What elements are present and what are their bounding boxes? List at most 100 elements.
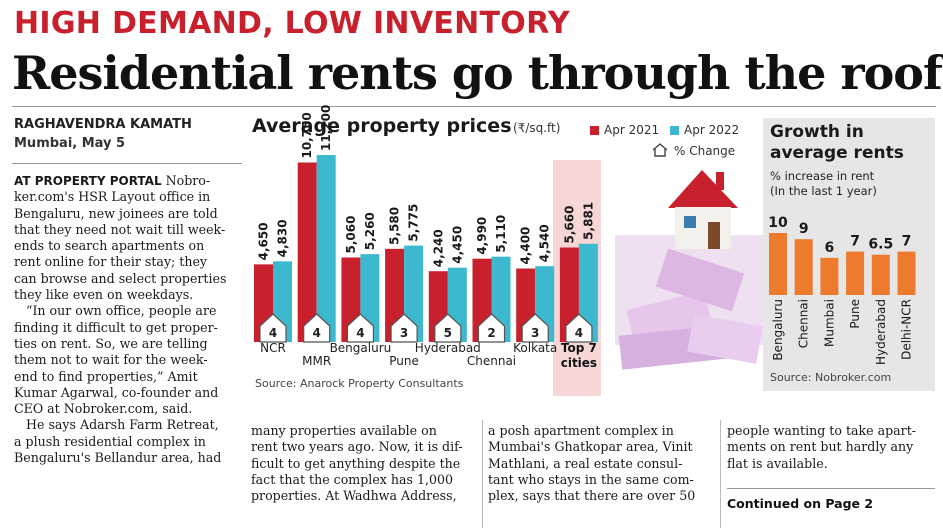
prices-chart-title: Average property prices bbox=[252, 115, 512, 137]
value-label: 4,540 bbox=[538, 224, 552, 262]
value-label: 4,450 bbox=[450, 226, 464, 264]
article-line: Mumbai's Ghatkopar area, Vinit bbox=[488, 439, 693, 455]
continued-rule bbox=[727, 488, 935, 489]
column-divider bbox=[720, 420, 721, 528]
growth-chart-subtitle: % increase in rent (In the last 1 year) bbox=[770, 169, 877, 199]
article-lead-in: AT PROPERTY PORTAL bbox=[14, 174, 162, 188]
pct-change-label: 4 bbox=[269, 326, 277, 340]
house-icon bbox=[652, 143, 668, 157]
article-line: flat is available. bbox=[727, 455, 828, 471]
article-column-3: a posh apartment complex in Mumbai's Ghat… bbox=[488, 423, 716, 504]
article-line: they like even on weekdays. bbox=[14, 287, 194, 303]
article-line: CEO at Nobroker.com, said. bbox=[14, 401, 193, 417]
legend-apr-2021: Apr 2021 bbox=[590, 123, 659, 137]
article-line: Mathlani, a real estate consul- bbox=[488, 455, 683, 471]
headline-rule bbox=[12, 106, 936, 107]
category-label: Top 7 bbox=[561, 341, 597, 355]
growth-subtitle-line-2: (In the last 1 year) bbox=[770, 184, 877, 198]
pct-change-label: 2 bbox=[487, 326, 495, 340]
article-line: a posh apartment complex in bbox=[488, 423, 674, 438]
category-label: cities bbox=[561, 356, 597, 370]
value-label: 5,060 bbox=[344, 216, 358, 254]
house-icon bbox=[303, 313, 331, 343]
value-label: 4,400 bbox=[519, 227, 533, 265]
article-column-1: AT PROPERTY PORTAL Nobro-ker.com's HSR L… bbox=[14, 173, 244, 466]
pct-change-label: 3 bbox=[531, 326, 539, 340]
kicker: HIGH DEMAND, LOW INVENTORY bbox=[14, 6, 570, 41]
article-line: AT PROPERTY PORTAL Nobro- bbox=[14, 173, 211, 188]
house-cash-illustration bbox=[615, 170, 765, 370]
value-label: 5,881 bbox=[581, 202, 595, 240]
article-line: rent online for their stay; they bbox=[14, 254, 208, 270]
article-line: ficult to get anything despite the bbox=[251, 455, 461, 471]
article-line: “In our own office, people are bbox=[26, 303, 217, 319]
category-label: Chennai bbox=[467, 354, 516, 368]
value-label: 4,650 bbox=[257, 222, 271, 260]
column-divider bbox=[482, 420, 483, 528]
house-icon bbox=[390, 313, 418, 343]
value-label: 10,750 bbox=[300, 112, 314, 158]
growth-title-line-2: average rents bbox=[770, 143, 904, 163]
article-line: finding it difficult to get proper- bbox=[14, 319, 218, 335]
value-label: 5,260 bbox=[363, 212, 377, 250]
article-line: them not to wait for the week- bbox=[14, 352, 208, 368]
byline-place-date: Mumbai, May 5 bbox=[14, 136, 126, 151]
category-label: MMR bbox=[302, 354, 331, 368]
article-line: properties. At Wadhwa Address, bbox=[251, 488, 457, 504]
house-icon bbox=[259, 313, 287, 343]
pct-change-label: 4 bbox=[356, 326, 364, 340]
value-label: 5,580 bbox=[388, 207, 402, 245]
bar-apr-2022 bbox=[578, 243, 598, 342]
house-icon bbox=[477, 313, 506, 343]
continued-on-page: Continued on Page 2 bbox=[727, 496, 874, 511]
value-label: 5,775 bbox=[407, 204, 421, 242]
article-line: Bengaluru, new joinees are told bbox=[14, 205, 218, 221]
article-line: people wanting to take apart- bbox=[727, 423, 917, 438]
article-line: a plush residential complex in bbox=[14, 433, 206, 449]
legend-apr-2022: Apr 2022 bbox=[670, 123, 739, 137]
pct-change-label: 5 bbox=[444, 326, 452, 340]
article-line: rent two years ago. Now, it is dif- bbox=[251, 439, 463, 455]
prices-chart-source: Source: Anarock Property Consultants bbox=[255, 377, 464, 390]
article-line: fact that the complex has 1,000 bbox=[251, 471, 454, 487]
bar-apr-2022 bbox=[316, 155, 336, 342]
article-line: tant who stays in the same com- bbox=[488, 471, 694, 487]
category-label: NCR bbox=[260, 341, 286, 355]
article-line: ker.com's HSR Layout office in bbox=[14, 189, 211, 205]
article-line: that they need not wait till week- bbox=[14, 221, 226, 237]
value-label: 11,200 bbox=[319, 105, 333, 151]
legend-pct-change: % Change bbox=[652, 143, 735, 158]
headline: Residential rents go through the roof bbox=[12, 46, 943, 100]
article-line: end to find properties,” Amit bbox=[14, 368, 198, 384]
article-line: ends to search apartments on bbox=[14, 238, 205, 254]
byline-author: RAGHAVENDRA KAMATH bbox=[14, 117, 192, 132]
growth-subtitle-line-1: % increase in rent bbox=[770, 169, 875, 183]
article-line: Kumar Agarwal, co-founder and bbox=[14, 384, 219, 400]
article-column-4: people wanting to take apart-ments on re… bbox=[727, 423, 937, 472]
pct-change-label: 4 bbox=[313, 326, 321, 340]
value-label: 4,990 bbox=[475, 217, 489, 255]
article-column-2: many properties available on rent two yea… bbox=[251, 423, 479, 504]
bar-apr-2021 bbox=[297, 162, 317, 342]
category-label: Kolkata bbox=[513, 341, 557, 355]
house-icon bbox=[346, 313, 374, 343]
value-label: 4,240 bbox=[431, 229, 445, 267]
pct-change-label: 3 bbox=[400, 326, 408, 340]
growth-chart-title: Growth in average rents bbox=[770, 122, 904, 164]
article-line: many properties available on bbox=[251, 423, 437, 438]
value-label: 4,830 bbox=[276, 219, 290, 257]
article-line: ties on rent. So, we are telling bbox=[14, 335, 208, 351]
category-label: Hyderabad bbox=[415, 341, 481, 355]
article-line: ments on rent but hardly any bbox=[727, 439, 914, 455]
prices-chart-unit: (₹/sq.ft) bbox=[513, 121, 561, 135]
growth-title-line-1: Growth in bbox=[770, 122, 864, 142]
house-icon bbox=[521, 313, 549, 343]
value-label: 5,660 bbox=[562, 206, 576, 244]
pct-change-label: 4 bbox=[575, 326, 583, 340]
growth-chart-source: Source: Nobroker.com bbox=[770, 371, 892, 384]
house-icon bbox=[565, 313, 593, 343]
category-label: Bengaluru bbox=[330, 341, 392, 355]
house-icon bbox=[434, 313, 462, 343]
category-label: Pune bbox=[389, 354, 419, 368]
